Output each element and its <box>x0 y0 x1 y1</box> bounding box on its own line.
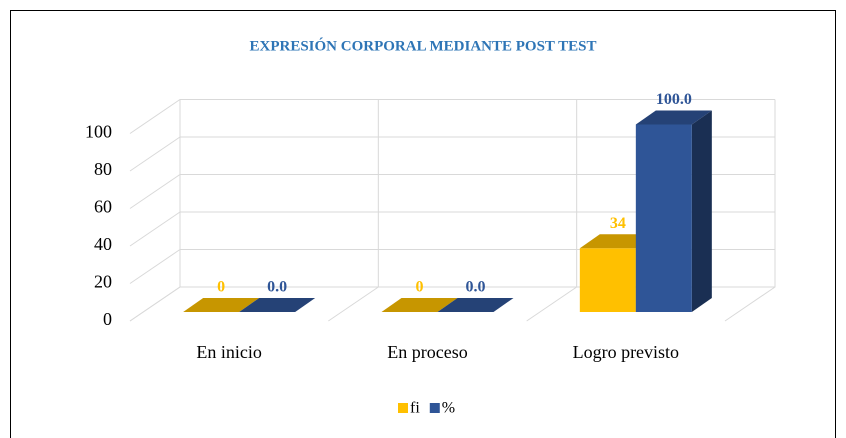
bar-top <box>239 298 316 312</box>
data-label: 34 <box>610 215 626 232</box>
y-tick-label: 80 <box>94 159 112 179</box>
data-label: 0.0 <box>466 279 486 296</box>
data-label: 100.0 <box>656 91 692 108</box>
floor-line <box>129 99 181 322</box>
floor-line <box>724 99 776 322</box>
legend-swatch <box>398 403 408 413</box>
data-label: 0.0 <box>267 279 287 296</box>
y-tick-label: 0 <box>103 309 112 329</box>
bar <box>635 124 692 312</box>
bar-top <box>381 298 458 312</box>
chart-title: EXPRESIÓN CORPORAL MEDIANTE POST TEST <box>249 37 596 54</box>
y-tick-label: 60 <box>94 197 112 217</box>
floor-line <box>526 99 578 322</box>
x-tick-label: En proceso <box>387 342 467 362</box>
legend-label: fi <box>410 400 420 417</box>
data-label: 0 <box>416 279 424 296</box>
x-tick-label: En inicio <box>196 342 262 362</box>
legend-swatch <box>429 403 440 413</box>
bar-side <box>691 110 712 312</box>
bar-top <box>437 298 514 312</box>
y-tick-label: 100 <box>85 122 112 142</box>
bar-top <box>183 298 260 312</box>
bar <box>579 248 636 312</box>
y-tick-label: 20 <box>94 272 112 292</box>
floor-line <box>328 99 379 322</box>
legend-label: % <box>442 400 455 417</box>
x-tick-label: Logro previsto <box>573 342 679 362</box>
data-label: 0 <box>217 279 225 296</box>
y-tick-label: 40 <box>94 234 112 254</box>
bar-top <box>635 110 712 125</box>
